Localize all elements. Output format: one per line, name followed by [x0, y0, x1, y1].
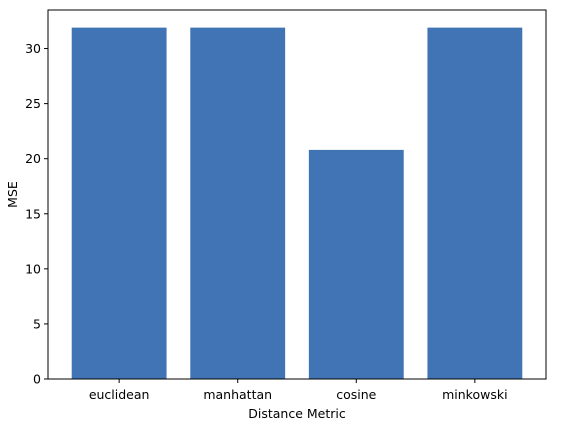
- bar-cosine: [308, 149, 404, 379]
- bar-euclidean: [71, 27, 167, 380]
- y-tick-label: 20: [25, 151, 41, 166]
- bars-layer: [71, 27, 523, 380]
- x-tick-label: euclidean: [89, 387, 150, 402]
- y-tick-label: 0: [33, 372, 41, 387]
- x-tick-label: cosine: [336, 387, 376, 402]
- y-tick-label: 15: [25, 206, 41, 221]
- y-axis-label: MSE: [5, 181, 20, 208]
- y-tick-label: 25: [25, 96, 41, 111]
- y-tick-label: 5: [33, 316, 41, 331]
- y-tick-label: 10: [25, 261, 41, 276]
- plot-frame: [47, 9, 547, 380]
- x-tick-label: manhattan: [203, 387, 272, 402]
- x-axis: euclidean manhattan cosine minkowski: [89, 379, 508, 402]
- y-tick-label: 30: [25, 41, 41, 56]
- bar-minkowski: [427, 27, 523, 380]
- x-tick-label: minkowski: [442, 387, 507, 402]
- bar-manhattan: [190, 27, 286, 380]
- x-axis-label: Distance Metric: [248, 406, 346, 421]
- y-axis: 0 5 10 15 20 25 30: [25, 41, 48, 387]
